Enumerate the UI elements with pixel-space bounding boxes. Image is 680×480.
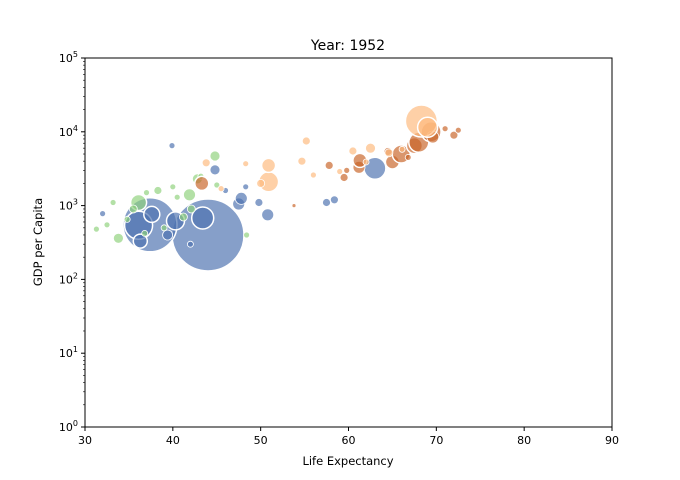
- bubble-point: [143, 205, 161, 224]
- bubble-point: [336, 168, 344, 175]
- bubble-point: [404, 153, 412, 161]
- bubble-point: [141, 229, 149, 237]
- bubble-point: [178, 212, 188, 222]
- bubble-point: [217, 185, 225, 193]
- x-axis: 30 40 50 60 70 80 90: [78, 427, 619, 447]
- bubble-point: [186, 240, 194, 248]
- bubble-point: [343, 166, 351, 174]
- bubble-point: [201, 158, 211, 168]
- x-axis-label: Life Expectancy: [302, 454, 393, 468]
- bubble-point: [234, 191, 248, 205]
- bubble-point: [362, 158, 370, 166]
- bubble-point: [309, 171, 317, 179]
- bubble-point: [128, 204, 138, 214]
- y-tick-label: 101: [59, 345, 78, 360]
- bubble-point: [162, 229, 174, 241]
- y-tick-label: 103: [59, 198, 78, 213]
- bubble-point: [242, 183, 250, 191]
- bubble-point: [132, 233, 149, 249]
- bubble-point: [260, 157, 277, 174]
- bubble-point: [123, 215, 131, 223]
- bubble-point: [324, 160, 334, 170]
- x-tick-label: 50: [254, 434, 268, 447]
- bubble-point: [93, 225, 100, 233]
- bubble-point: [243, 231, 251, 239]
- bubble-point: [297, 156, 307, 166]
- y-tick-label: 100: [59, 419, 78, 434]
- bubble-point: [339, 173, 349, 182]
- x-tick-label: 30: [78, 434, 92, 447]
- bubble-point: [329, 195, 339, 205]
- bubble-point: [143, 189, 150, 197]
- bubble-point: [301, 136, 311, 146]
- bubble-point: [398, 145, 406, 153]
- x-tick-label: 60: [342, 434, 356, 447]
- x-tick-label: 70: [429, 434, 443, 447]
- bubble-point: [441, 125, 449, 133]
- bubble-point: [209, 164, 221, 176]
- bubble-point: [99, 210, 106, 218]
- bubble-point: [183, 188, 196, 202]
- y-axis: 100 101 102 103 104 105: [59, 50, 85, 434]
- bubble-point: [168, 142, 176, 150]
- bubble-point: [291, 203, 297, 209]
- bubble-point: [449, 130, 459, 140]
- x-tick-label: 40: [166, 434, 180, 447]
- bubble-point: [160, 224, 168, 232]
- bubble-point: [113, 232, 124, 244]
- x-tick-label: 80: [517, 434, 531, 447]
- y-tick-label: 105: [59, 50, 78, 65]
- bubble-point: [109, 199, 117, 206]
- bubble-point: [384, 148, 394, 158]
- y-tick-label: 102: [59, 271, 78, 286]
- bubble-point: [153, 186, 163, 195]
- bubble-point: [256, 178, 266, 188]
- y-axis-label: GDP per Capita: [31, 198, 45, 286]
- x-tick-label: 90: [605, 434, 619, 447]
- points-layer: [93, 104, 462, 272]
- bubble-point: [242, 160, 250, 168]
- bubble-point: [348, 146, 358, 156]
- bubble-point: [454, 126, 462, 134]
- bubble-point: [261, 208, 275, 222]
- bubble-point: [209, 150, 221, 162]
- bubble-point: [190, 206, 215, 230]
- bubble-point: [213, 181, 221, 189]
- bubble-point: [186, 204, 196, 214]
- chart-title: Year: 1952: [310, 38, 385, 54]
- bubble-point: [254, 198, 264, 207]
- y-tick-label: 104: [59, 124, 78, 139]
- bubble-point: [103, 221, 111, 229]
- bubble-point: [365, 142, 376, 154]
- bubble-point: [173, 193, 181, 201]
- bubble-point: [416, 116, 439, 139]
- bubble-point: [169, 183, 177, 191]
- bubble-point: [194, 175, 210, 192]
- bubble-point: [322, 198, 331, 207]
